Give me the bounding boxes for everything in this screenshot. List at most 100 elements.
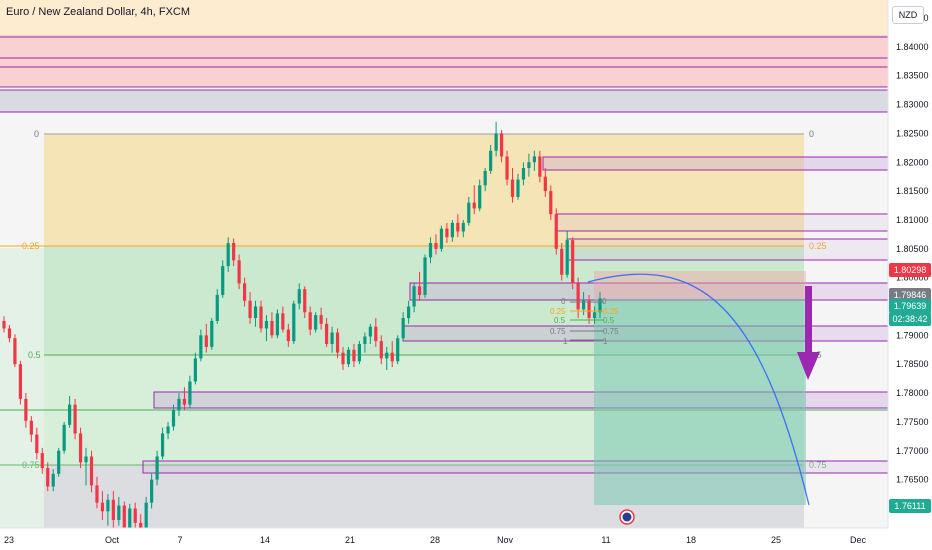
candle-body	[549, 191, 553, 215]
candle-body	[248, 300, 252, 319]
stop-loss-zone	[594, 271, 806, 299]
price-badge-label: 1.79639	[894, 301, 927, 311]
currency-badge[interactable]: NZD	[892, 6, 924, 24]
time-axis[interactable]: 23 Oct 7 14 21 28 Nov 11 18 25 Dec	[0, 527, 888, 550]
price-tick-label: 1.76500	[896, 475, 929, 485]
candle-body	[379, 341, 383, 359]
price-tick-label: 1.78000	[896, 388, 929, 398]
candle-body	[330, 332, 334, 345]
candle-body	[527, 162, 531, 169]
candle-body	[325, 323, 329, 345]
candle-body	[412, 286, 416, 307]
fib-small-label-075-right: 0.75	[603, 327, 619, 336]
fib-label-05-left: 0.5	[28, 350, 41, 360]
candle-body	[434, 243, 438, 249]
candle-body	[2, 320, 6, 329]
price-tick-label: 1.82000	[896, 157, 929, 167]
candle-body	[24, 398, 28, 421]
price-axis[interactable]: 1.845001.840001.835001.830001.825001.820…	[887, 0, 932, 550]
candle-body	[521, 168, 526, 180]
candle-body	[57, 450, 61, 474]
projection-curve[interactable]	[587, 273, 810, 506]
time-tick-label: 28	[430, 535, 440, 545]
time-tick-label: 21	[345, 535, 355, 545]
candle-body	[193, 358, 197, 382]
candle-body	[319, 315, 323, 324]
candle-body	[417, 286, 422, 295]
candle-body	[565, 240, 569, 275]
candle-body	[598, 298, 602, 313]
candle-body	[232, 243, 236, 261]
candle-body	[182, 398, 187, 405]
candle-body	[40, 453, 44, 469]
fib-small-label-025-right: 0.25	[603, 307, 619, 316]
candle-body	[281, 313, 285, 330]
candle-body	[177, 398, 181, 411]
candle-body	[78, 433, 83, 463]
candle-body	[428, 243, 433, 258]
candle-body	[592, 312, 597, 319]
candle-body	[303, 289, 307, 313]
price-tick-label: 1.83500	[896, 71, 929, 81]
fib-small-label-0-left: 0	[561, 297, 566, 306]
chart-title: Euro / New Zealand Dollar, 4h, FXCM	[6, 6, 191, 18]
candle-body	[199, 335, 203, 359]
candle-body	[166, 426, 170, 434]
price-tick-label: 1.80500	[896, 244, 929, 254]
candle-body	[18, 364, 23, 399]
fib-label-0-left: 0	[34, 129, 39, 139]
candle-body	[259, 306, 263, 329]
candle-body	[445, 228, 449, 238]
time-tick-label: 18	[686, 535, 696, 545]
horizontal-levels[interactable]	[0, 36, 888, 411]
candle-body	[368, 326, 372, 337]
price-tick-label: 1.83000	[896, 100, 929, 110]
candle-body	[483, 170, 487, 186]
candle-body	[407, 306, 411, 319]
candle-body	[467, 202, 471, 223]
time-tick-label: 11	[601, 535, 610, 545]
candle-body	[215, 294, 219, 321]
candle-body	[270, 320, 274, 336]
candle-body	[237, 260, 241, 284]
candle-body	[456, 222, 460, 232]
fib-small-label-075-left: 0.75	[550, 327, 566, 336]
candle-body	[543, 176, 547, 192]
candle-body	[160, 433, 165, 457]
candle-body	[221, 266, 225, 295]
time-tick-label: Nov	[497, 535, 514, 545]
candle-body	[73, 404, 77, 434]
candle-body	[499, 133, 504, 157]
candle-body	[29, 420, 33, 435]
price-tick-label: 1.79000	[896, 330, 929, 340]
fib-small-label-0-right: 0	[602, 297, 607, 306]
fibonacci-small[interactable]: 0 0.25 0.5 0.75 1 0 0.25 0.5 0.75 1	[550, 297, 619, 346]
price-tick-label: 1.77500	[896, 417, 929, 427]
time-tick-label: 25	[771, 535, 781, 545]
price-tick-label: 1.82500	[896, 128, 929, 138]
candle-body	[571, 240, 575, 284]
candle-body	[275, 313, 279, 336]
candle-body	[89, 456, 94, 486]
fib-zone-0-025	[44, 134, 804, 246]
candle-body	[35, 434, 39, 454]
candle-body	[51, 473, 55, 487]
down-arrow-icon[interactable]	[797, 286, 820, 380]
candle-body	[385, 352, 389, 359]
event-marker-icon[interactable]	[619, 509, 635, 525]
candle-body	[286, 329, 290, 342]
candle-body	[450, 222, 454, 238]
price-tick-label: 1.80000	[896, 273, 929, 283]
candle-body	[478, 185, 482, 209]
candle-body	[489, 150, 493, 171]
candle-body	[210, 320, 214, 347]
price-badge	[889, 312, 931, 326]
candle-body	[242, 283, 247, 301]
candle-body	[346, 349, 351, 365]
candle-body	[494, 133, 498, 151]
candle-body	[84, 456, 88, 463]
short-position-tool[interactable]	[594, 271, 806, 505]
fib-label-075-left: 0.75	[22, 460, 40, 470]
candle-body	[292, 303, 296, 342]
